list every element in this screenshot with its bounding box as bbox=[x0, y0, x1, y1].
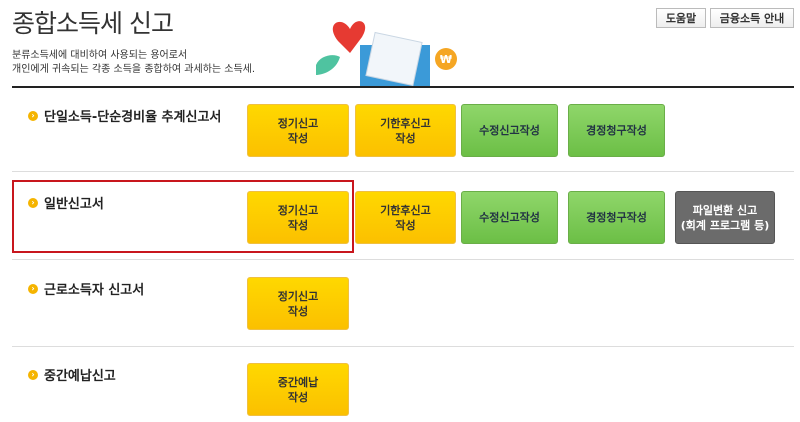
section-label-text: 단일소득-단순경비율 추계신고서 bbox=[44, 110, 222, 125]
filing-button[interactable]: 경정청구작성 bbox=[568, 191, 665, 244]
financial-income-guide-button[interactable]: 금융소득 안내 bbox=[710, 8, 794, 28]
filing-button[interactable]: 기한후신고 작성 bbox=[355, 104, 456, 157]
filing-button[interactable]: 중간예납 작성 bbox=[247, 363, 349, 416]
divider bbox=[12, 259, 794, 260]
bullet-arrow-icon: › bbox=[28, 197, 38, 208]
help-button[interactable]: 도움말 bbox=[656, 8, 706, 28]
description-line: 분류소득세에 대비하여 사용되는 용어로서 bbox=[12, 50, 188, 61]
section-label: › 일반신고서 bbox=[28, 193, 104, 212]
section-label: › 중간예납신고 bbox=[28, 365, 116, 384]
filing-button[interactable]: 경정청구작성 bbox=[568, 104, 665, 157]
leaf-icon bbox=[316, 55, 340, 75]
svg-text:₩: ₩ bbox=[440, 53, 452, 66]
bullet-arrow-icon: › bbox=[28, 110, 38, 121]
header-divider bbox=[12, 86, 794, 88]
bullet-arrow-icon: › bbox=[28, 369, 38, 380]
description-line: 개인에게 귀속되는 각종 소득을 종합하여 과세하는 소득세. bbox=[12, 64, 256, 75]
page-title: 종합소득세 신고 bbox=[12, 9, 174, 38]
heart-icon bbox=[332, 21, 366, 53]
filing-button[interactable]: 수정신고작성 bbox=[461, 191, 558, 244]
bullet-arrow-icon: › bbox=[28, 283, 38, 294]
section-label-text: 중간예납신고 bbox=[44, 369, 116, 384]
filing-button[interactable]: 정기신고 작성 bbox=[247, 277, 349, 330]
section-label: › 근로소득자 신고서 bbox=[28, 279, 144, 298]
filing-button[interactable]: 정기신고 작성 bbox=[247, 191, 349, 244]
divider bbox=[12, 346, 794, 347]
decorative-illustration: ₩ bbox=[316, 21, 457, 87]
won-coin-icon bbox=[435, 48, 457, 70]
section-label-text: 근로소득자 신고서 bbox=[44, 283, 145, 298]
divider bbox=[12, 171, 794, 172]
filing-button[interactable]: 수정신고작성 bbox=[461, 104, 558, 157]
letter-icon bbox=[365, 31, 423, 87]
highlight-box bbox=[12, 180, 354, 253]
filing-button[interactable]: 정기신고 작성 bbox=[247, 104, 349, 157]
filing-button[interactable]: 기한후신고 작성 bbox=[355, 191, 456, 244]
section-label-text: 일반신고서 bbox=[44, 197, 104, 212]
section-label: › 단일소득-단순경비율 추계신고서 bbox=[28, 106, 221, 125]
filing-button[interactable]: 파일변환 신고 (회계 프로그램 등) bbox=[675, 191, 775, 244]
